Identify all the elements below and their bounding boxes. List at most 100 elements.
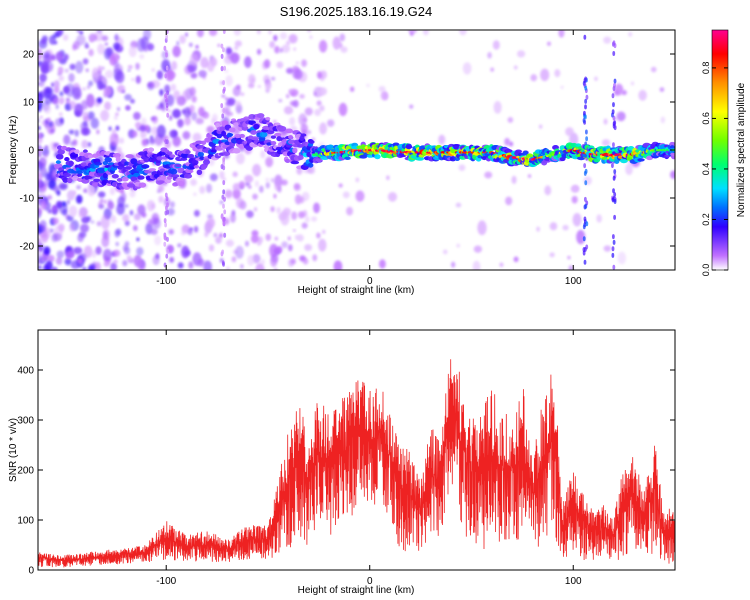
spectrogram-noise-blob (136, 247, 144, 256)
spectrogram-noise-blob (110, 52, 120, 63)
spectrogram-noise-blob (288, 258, 295, 267)
spectrogram-noise-blob (143, 30, 152, 41)
spectrogram-noise-blob (75, 194, 83, 204)
spectrogram-noise-blob (409, 104, 414, 109)
spectrogram-noise-blob (355, 177, 360, 183)
spectrogram-noise-blob (120, 192, 127, 202)
spectrogram-noise-blob (313, 202, 321, 214)
spectrogram-noise-blob (568, 265, 574, 270)
spectrogram-ridge-blob (288, 134, 294, 140)
spectrogram-noise-blob (131, 78, 135, 82)
spectrogram-streak-blob (164, 73, 168, 79)
spectrogram-noise-blob (565, 127, 574, 137)
spectrogram-ridge-blob (405, 145, 413, 149)
spectrogram-noise-blob (547, 41, 551, 46)
spectrogram-ridge-blob (299, 135, 305, 141)
spectrogram-noise-blob (378, 259, 386, 269)
spectrogram-noise-blob (109, 132, 119, 147)
spectrogram-noise-blob (233, 30, 241, 36)
spectrogram-noise-blob (169, 256, 175, 263)
spectrogram-noise-blob (386, 175, 390, 181)
spectrogram-noise-blob (139, 125, 147, 132)
spectrogram-noise-blob (181, 109, 187, 115)
spectrogram-noise-blob (109, 187, 116, 196)
spectrogram-noise-blob (107, 201, 115, 210)
spectrogram-noise-blob (603, 118, 608, 125)
spectrogram-noise-blob (536, 226, 540, 232)
spectrogram-ridge-blob (171, 174, 180, 179)
spectrogram-noise-blob (572, 185, 579, 192)
spectrogram-noise-blob (172, 136, 181, 147)
spectrogram-noise-blob (594, 76, 598, 81)
spectrogram-noise-blob (38, 265, 42, 270)
spectrogram-streak-blob (612, 102, 615, 108)
spectrogram-noise-blob (128, 45, 137, 58)
spectrogram-noise-blob (277, 186, 282, 193)
spectrogram-noise-blob (172, 108, 182, 119)
spectrogram-noise-blob (122, 259, 128, 267)
spectrogram-streak-blob (582, 224, 586, 230)
spectrogram-noise-blob (298, 211, 305, 219)
spectrogram-noise-blob (246, 210, 254, 218)
spectrogram-noise-blob (89, 38, 93, 43)
spectrogram-noise-blob (258, 185, 264, 193)
spectrogram-noise-blob (103, 199, 107, 204)
spectrogram-noise-blob (319, 105, 325, 112)
spectrogram-streak-blob (611, 109, 615, 115)
spectrogram-noise-blob (47, 254, 55, 263)
spectrogram-noise-blob (87, 183, 96, 197)
spectrogram-noise-blob (270, 178, 275, 183)
spectrogram-ridge-blob (201, 140, 207, 145)
spectrogram-noise-blob (152, 218, 161, 230)
spectrogram-noise-blob (38, 255, 44, 265)
spectrogram-ridge-blob (138, 182, 147, 188)
spectrogram-streak-blob (613, 169, 617, 175)
spectrogram-noise-blob (320, 78, 324, 82)
spectrogram-x-tick-label: 100 (565, 276, 582, 287)
spectrogram-ridge-blob (62, 172, 71, 178)
spectrogram-noise-blob (226, 111, 231, 117)
spectrogram-noise-blob (189, 86, 196, 97)
spectrogram-noise-blob (57, 66, 64, 75)
spectrogram-noise-blob (554, 69, 561, 78)
spectrogram-noise-blob (156, 124, 166, 138)
spectrogram-noise-blob (72, 190, 77, 196)
spectrogram-noise-blob (66, 97, 70, 102)
spectrogram-noise-blob (226, 98, 232, 107)
spectrogram-streak-blob (582, 118, 586, 124)
spectrogram-noise-blob (125, 105, 130, 111)
spectrogram-noise-blob (85, 93, 95, 108)
spectrogram-noise-blob (273, 193, 277, 199)
spectrogram-streak-blob (611, 252, 615, 258)
spectrogram-noise-blob (321, 229, 326, 234)
spectrogram-noise-blob (286, 67, 294, 74)
colorbar-label: Normalized spectral amplitude (736, 82, 747, 217)
spectrogram-noise-blob (104, 101, 112, 111)
spectrogram-noise-blob (538, 124, 543, 129)
spectrogram-streak-blob (584, 168, 588, 174)
spectrogram-ridge-blob (505, 148, 512, 154)
spectrogram-ridge-blob (96, 167, 106, 174)
spectrogram-noise-blob (299, 255, 306, 262)
spectrogram-streak-blob (583, 196, 587, 202)
spectrogram-noise-blob (91, 67, 100, 79)
spectrogram-streak-blob (584, 180, 588, 186)
spectrogram-noise-blob (129, 209, 134, 216)
spectrogram-noise-blob (136, 237, 140, 242)
spectrogram-noise-blob (490, 67, 495, 72)
spectrogram-streak-blob (612, 50, 616, 56)
spectrogram-ridge-blob (228, 133, 234, 137)
spectrogram-noise-blob (226, 266, 230, 270)
spectrogram-streak-blob (611, 93, 615, 99)
spectrogram-noise-blob (438, 134, 446, 145)
spectrogram-noise-blob (53, 142, 59, 148)
spectrogram-ridge-blob (241, 125, 249, 131)
spectrogram-noise-blob (177, 262, 184, 269)
spectrogram-streak-blob (613, 82, 616, 88)
spectrogram-noise-blob (232, 171, 238, 178)
spectrogram-noise-blob (64, 258, 72, 266)
spectrogram-noise-blob (48, 92, 55, 102)
spectrogram-noise-blob (59, 91, 64, 97)
spectrogram-streak-blob (165, 65, 169, 71)
